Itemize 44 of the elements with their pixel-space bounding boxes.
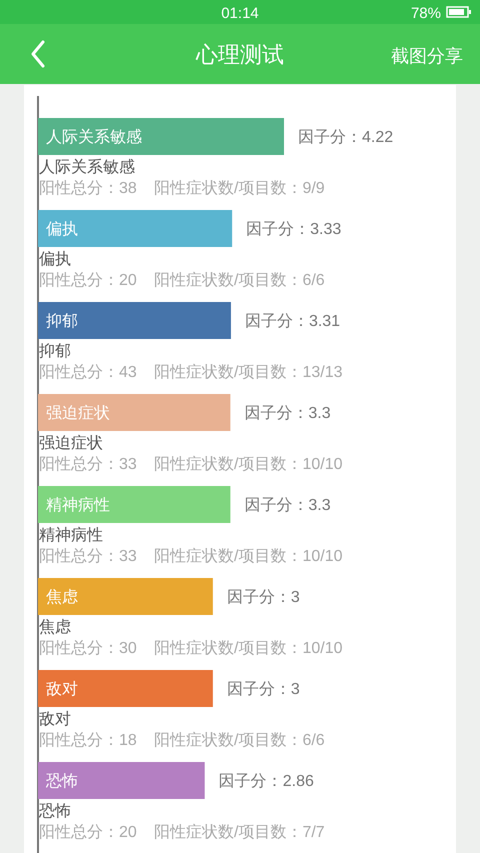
annotation: 阳性总分：20 bbox=[39, 824, 137, 841]
bar-label: 抑郁 bbox=[46, 313, 78, 330]
bar-label: 恐怖 bbox=[46, 773, 78, 790]
value-label: 因子分：3.33 bbox=[246, 221, 342, 238]
category-label: 人际关系敏感 bbox=[39, 159, 135, 176]
value-label: 因子分：3.31 bbox=[244, 313, 340, 330]
value-label: 因子分：3.3 bbox=[244, 497, 331, 514]
value-label: 因子分：3.3 bbox=[244, 405, 331, 422]
annotation: 阳性总分：43 bbox=[39, 364, 137, 381]
annotation: 阳性总分：18 bbox=[39, 732, 137, 749]
annotation: 阳性症状数/项目数：10/10 bbox=[154, 640, 342, 657]
bar-label: 强迫症状 bbox=[46, 405, 110, 422]
annotation: 阳性总分：33 bbox=[39, 548, 137, 565]
value-label: 因子分：3 bbox=[226, 589, 300, 606]
annotation: 阳性症状数/项目数：13/13 bbox=[154, 364, 342, 381]
category-label: 强迫症状 bbox=[39, 435, 103, 452]
annotation: 截图分享 bbox=[391, 46, 463, 66]
annotation: 阳性总分：30 bbox=[39, 640, 137, 657]
category-label: 敌对 bbox=[39, 711, 71, 728]
annotation: 阳性总分：20 bbox=[39, 272, 137, 289]
category-label: 恐怖 bbox=[39, 803, 71, 820]
category-label: 偏执 bbox=[39, 251, 71, 268]
annotation: 阳性症状数/项目数：7/7 bbox=[154, 824, 325, 841]
category-label: 抑郁 bbox=[39, 343, 71, 360]
annotation: 阳性总分：33 bbox=[39, 456, 137, 473]
value-label: 因子分：3 bbox=[226, 681, 300, 698]
bar-label: 偏执 bbox=[46, 221, 78, 238]
annotation: 78% bbox=[410, 5, 441, 22]
annotation: 阳性症状数/项目数：9/9 bbox=[154, 180, 325, 197]
value-label: 因子分：2.86 bbox=[218, 773, 314, 790]
category-label: 精神病性 bbox=[39, 527, 103, 544]
annotation: 阳性症状数/项目数：10/10 bbox=[154, 548, 342, 565]
bar-label: 精神病性 bbox=[46, 497, 110, 514]
title: 心理测试 bbox=[196, 42, 284, 67]
annotation: 01:14 bbox=[221, 5, 259, 22]
value-label: 因子分：4.22 bbox=[298, 129, 394, 146]
annotation: 阳性总分：38 bbox=[39, 180, 137, 197]
bar-label: 焦虑 bbox=[46, 589, 78, 606]
category-label: 焦虑 bbox=[39, 619, 71, 636]
bar-label: 人际关系敏感 bbox=[46, 129, 142, 146]
annotation: 阳性症状数/项目数：6/6 bbox=[154, 272, 325, 289]
annotation: 阳性症状数/项目数：10/10 bbox=[154, 456, 342, 473]
bar-label: 敌对 bbox=[46, 681, 78, 698]
annotation: 阳性症状数/项目数：6/6 bbox=[154, 732, 325, 749]
